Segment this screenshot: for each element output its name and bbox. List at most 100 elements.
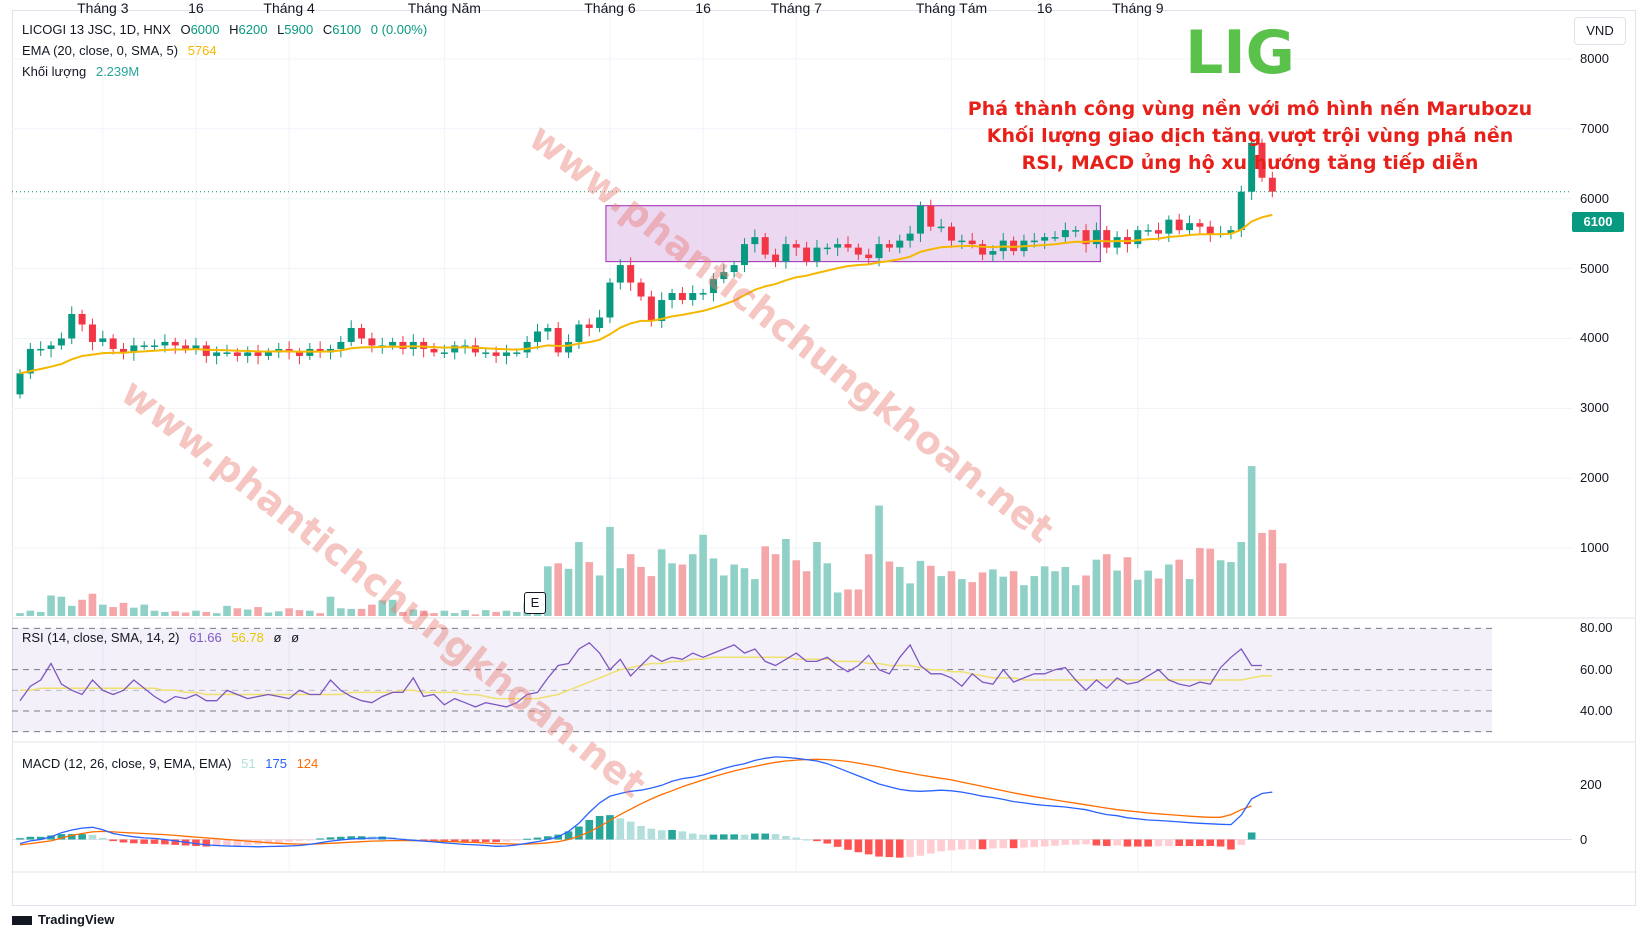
macd-histogram-bar: [1123, 839, 1132, 847]
volume-bar: [740, 568, 749, 616]
candle-body: [730, 265, 738, 273]
volume-bar: [1206, 548, 1215, 616]
candle-body: [534, 331, 541, 342]
candle-body: [389, 341, 397, 346]
time-axis-label: 16: [695, 0, 711, 16]
macd-histogram-bar: [575, 826, 583, 840]
volume-bar: [1020, 585, 1028, 616]
rsi-extra-2: ø: [291, 630, 300, 645]
macd-histogram-bar: [347, 836, 355, 840]
volume-value: 2.239M: [95, 64, 140, 79]
last-price-tag: 6100: [1572, 212, 1624, 232]
macd-histogram-bar: [119, 839, 128, 843]
candle-body: [1258, 142, 1266, 178]
candle-body: [1268, 177, 1276, 192]
macd-histogram-bar: [471, 839, 480, 842]
macd-histogram-bar: [647, 828, 656, 840]
candle-body: [358, 327, 366, 339]
time-axis-label: Tháng 7: [770, 0, 822, 16]
volume-bar: [409, 609, 418, 616]
volume-bar: [1113, 570, 1121, 616]
candle-body: [1072, 230, 1080, 232]
macd-signal-line: [19, 758, 1252, 846]
macd-histogram-bar: [285, 839, 293, 842]
volume-bar: [730, 564, 738, 616]
low-label: L: [277, 22, 285, 37]
volume-bar: [999, 576, 1008, 616]
rsi-line: [19, 641, 1262, 708]
volume-bar: [1165, 564, 1173, 616]
candle-body: [68, 314, 76, 339]
open-value: 6000: [190, 22, 220, 37]
volume-bar: [844, 589, 852, 616]
candle-body: [1248, 142, 1256, 192]
volume-bar: [419, 610, 428, 616]
candle-body: [544, 327, 552, 332]
volume-bar: [461, 610, 469, 616]
candle-body: [823, 247, 831, 250]
volume-bar: [78, 599, 86, 616]
earnings-marker[interactable]: E: [524, 592, 546, 614]
candle-body: [399, 341, 407, 349]
macd-histogram-bar: [637, 825, 645, 840]
brand-label: TradingView: [38, 912, 115, 927]
candle-body: [1186, 223, 1194, 231]
volume-bar: [978, 572, 987, 616]
volume-bar: [368, 604, 376, 616]
volume-bar: [337, 608, 345, 616]
volume-bar: [150, 610, 159, 616]
volume-bar: [1061, 566, 1070, 616]
volume-bar: [430, 613, 438, 616]
volume-bar: [181, 612, 190, 616]
candle-body: [565, 341, 573, 353]
candle-body: [1113, 237, 1121, 248]
macd-histogram-bar: [140, 839, 148, 844]
volume-bar: [295, 610, 304, 616]
candle-body: [958, 240, 966, 243]
price-axis-label: 6000: [1580, 190, 1609, 206]
candle-body: [244, 352, 252, 356]
volume-legend[interactable]: Khối lượng 2.239M: [22, 64, 145, 79]
volume-bar: [67, 605, 76, 616]
candle-body: [1175, 219, 1183, 231]
macd-histogram-bar: [99, 837, 107, 840]
note-line-3: RSI, MACD ủng hộ xu hướng tăng tiếp diễn: [1021, 152, 1479, 174]
price-axis-label: 1000: [1580, 540, 1609, 556]
volume-bar: [16, 613, 24, 616]
rsi-sma-line: [20, 656, 1273, 700]
volume-bar: [616, 568, 625, 616]
candle-body: [689, 293, 697, 301]
candle-body: [347, 327, 355, 342]
volume-bar: [1040, 566, 1049, 616]
candle-body: [451, 345, 459, 353]
price-axis-label: 2000: [1580, 470, 1609, 486]
currency-button[interactable]: VND: [1574, 17, 1626, 45]
rsi-legend[interactable]: RSI (14, close, SMA, 14, 2) 61.66 56.78 …: [22, 630, 305, 645]
macd-histogram-bar: [761, 833, 769, 840]
volume-bar: [171, 611, 180, 616]
macd-histogram-bar: [937, 839, 945, 852]
macd-legend[interactable]: MACD (12, 26, close, 9, EMA, EMA) 51 175…: [22, 756, 324, 771]
volume-bar: [274, 611, 283, 616]
macd-histogram-bar: [1113, 839, 1121, 846]
macd-histogram-bar: [740, 834, 749, 840]
macd-histogram-bar: [274, 839, 283, 843]
volume-bar: [927, 565, 935, 616]
volume-bar: [1030, 576, 1039, 616]
rsi-axis-label: 60.00: [1580, 661, 1613, 677]
candle-body: [502, 352, 510, 356]
candle-body: [989, 251, 997, 255]
macd-histogram-bar: [233, 839, 242, 846]
time-axis-label: 16: [188, 0, 204, 16]
price-axis-label: 5000: [1580, 260, 1609, 276]
macd-histogram-bar: [968, 839, 976, 850]
volume-bar: [492, 611, 500, 616]
ema-legend[interactable]: EMA (20, close, 0, SMA, 5) 5764: [22, 43, 223, 58]
candle-body: [885, 244, 893, 248]
macd-histogram-bar: [782, 835, 790, 840]
candle-body: [1206, 226, 1214, 234]
macd-histogram-bar: [440, 839, 449, 841]
change-value: 0 (0.00%): [370, 22, 428, 37]
rsi-label: RSI (14, close, SMA, 14, 2): [22, 630, 180, 645]
